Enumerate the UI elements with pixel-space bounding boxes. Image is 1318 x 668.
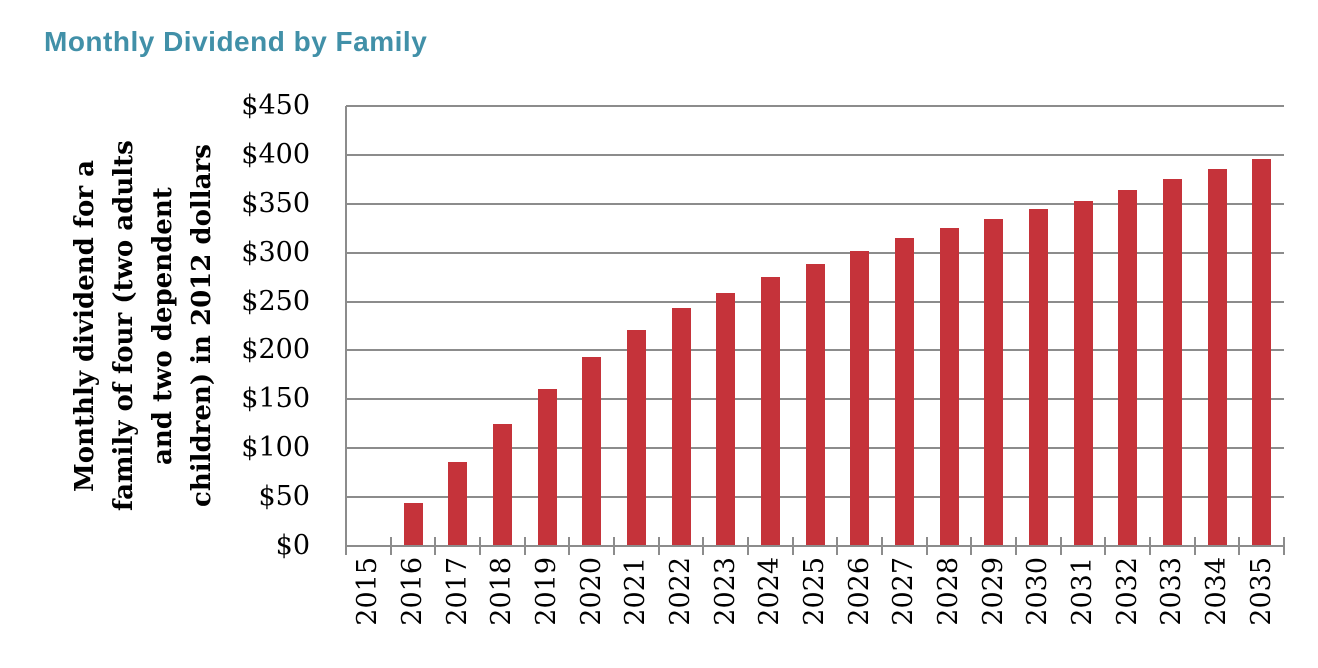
x-axis-tick-label: 2030 — [1022, 557, 1054, 626]
y-axis-tick-label: $150 — [241, 383, 310, 415]
x-axis-tick-label: 2015 — [352, 557, 384, 626]
gridline — [346, 105, 1284, 107]
bar-2026 — [850, 250, 870, 546]
gridline — [346, 202, 1284, 205]
x-axis-line — [345, 545, 1285, 547]
bar-2018 — [492, 423, 512, 546]
gridline — [346, 153, 1284, 156]
y-axis-tick-label: $50 — [258, 481, 310, 513]
bar-2027 — [894, 238, 914, 546]
x-axis-tick-label: 2024 — [754, 557, 786, 626]
x-axis-tick-label: 2035 — [1245, 557, 1277, 626]
y-axis-tick-label: $100 — [241, 432, 310, 464]
x-axis-tick-label: 2020 — [575, 557, 607, 626]
bar-2017 — [448, 461, 468, 546]
x-axis-tick-label: 2028 — [933, 557, 964, 626]
y-axis-tick-label: $300 — [241, 236, 310, 268]
bar-2019 — [537, 388, 557, 546]
x-axis-tick-label: 2026 — [843, 557, 875, 626]
x-axis-tick-label: 2033 — [1156, 557, 1188, 626]
x-axis-tick-label: 2029 — [977, 557, 1009, 626]
x-axis-tick-label: 2019 — [531, 557, 562, 626]
x-axis-tick-label: 2025 — [799, 557, 830, 626]
bar-2033 — [1162, 179, 1182, 546]
y-axis-tick-label: $450 — [241, 90, 310, 121]
y-axis-tick-label: $400 — [241, 138, 310, 170]
x-axis-tick-label: 2023 — [709, 557, 741, 626]
bar-2032 — [1118, 190, 1138, 546]
y-axis-line — [345, 106, 347, 555]
bar-2022 — [671, 308, 691, 546]
bar-2020 — [582, 357, 602, 546]
bar-2023 — [716, 292, 736, 546]
bar-2034 — [1207, 168, 1227, 546]
bar-2031 — [1073, 200, 1093, 546]
x-axis-tick-label: 2021 — [620, 557, 652, 626]
plot-area — [345, 105, 1285, 555]
y-axis-title-line: Monthly dividend for a — [70, 160, 100, 492]
x-axis-tick-label: 2016 — [397, 557, 428, 626]
bar-2029 — [984, 219, 1004, 546]
bar-2025 — [805, 264, 825, 546]
bar-2028 — [939, 228, 959, 546]
x-axis-tick-label: 2032 — [1111, 557, 1143, 626]
x-axis-tick-label: 2034 — [1201, 557, 1232, 626]
bar-2021 — [626, 329, 646, 546]
x-axis-tick-label: 2022 — [665, 557, 696, 626]
y-axis-tick-label: $0 — [275, 530, 310, 561]
x-axis-tick-label: 2017 — [441, 557, 473, 626]
bar-2024 — [760, 277, 780, 546]
bar-2035 — [1252, 158, 1272, 546]
chart-title: Monthly Dividend by Family — [44, 26, 428, 57]
bar-2030 — [1028, 208, 1048, 546]
y-axis-tick-label: $250 — [241, 285, 310, 317]
gridline — [346, 251, 1284, 254]
bar-2016 — [403, 502, 423, 546]
y-axis-tick-label: $200 — [241, 334, 310, 366]
x-axis-tick-label: 2027 — [888, 557, 920, 626]
x-axis-tick-label: 2031 — [1067, 557, 1098, 626]
x-axis-tick-label: 2018 — [486, 557, 518, 626]
y-axis-tick-label: $350 — [241, 187, 310, 219]
